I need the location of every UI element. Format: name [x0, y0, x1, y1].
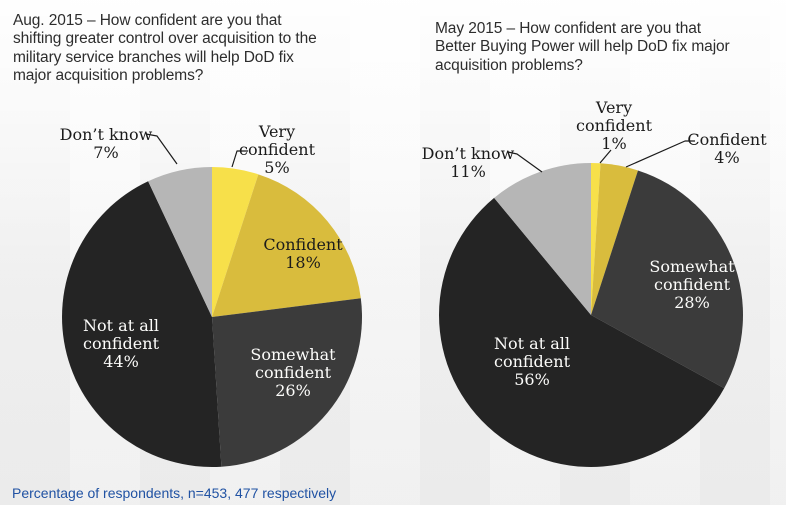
pie-slice-somewhat-confident [591, 170, 744, 389]
pie-slice-very-confident [212, 167, 259, 317]
slice-label-don-t-know: Don’t know 7% [60, 125, 153, 162]
slice-label-confident: Confident 4% [687, 130, 767, 167]
pie-slice-somewhat-confident [212, 298, 363, 467]
leader-line-very-confident [231, 150, 248, 168]
slice-label-somewhat-confident: Somewhat confident 28% [649, 257, 735, 312]
pie-chart-may-2015: Very confident 1% Confident 4% Somewhat confid… [422, 98, 767, 467]
pie-slice-don-t-know [494, 163, 591, 315]
slice-label-not-at-all-confident: Not at all confident 56% [494, 334, 571, 389]
leader-line-very-confident [599, 149, 612, 164]
slice-label-not-at-all-confident: Not at all confident 44% [83, 316, 160, 371]
pie-slice-don-t-know [148, 167, 212, 317]
slice-label-very-confident: Very confident 1% [576, 98, 653, 153]
pie-slice-confident [212, 174, 361, 317]
pie-chart-aug-2015: Very confident 5% Confident 18% Somewhat confi… [60, 122, 363, 467]
pie-slice-confident [591, 163, 638, 315]
footnote: Percentage of respondents, n=453, 477 re… [12, 485, 337, 501]
pie-slice-not-at-all-confident [439, 197, 725, 467]
chart-title-aug-2015: Aug. 2015 – How confident are you that s… [13, 12, 317, 85]
pie-slice-very-confident [591, 163, 601, 315]
leader-line-confident [625, 140, 695, 168]
leader-line-don-t-know [145, 133, 178, 165]
chart-title-may-2015: May 2015 – How confident are you that Be… [435, 20, 730, 74]
slice-label-somewhat-confident: Somewhat confident 26% [250, 345, 336, 400]
slice-label-don-t-know: Don’t know 11% [422, 144, 515, 181]
leader-line-don-t-know [507, 151, 543, 173]
slice-label-very-confident: Very confident 5% [239, 122, 316, 177]
slice-label-confident: Confident 18% [263, 235, 343, 272]
pie-slice-not-at-all-confident [62, 181, 222, 467]
